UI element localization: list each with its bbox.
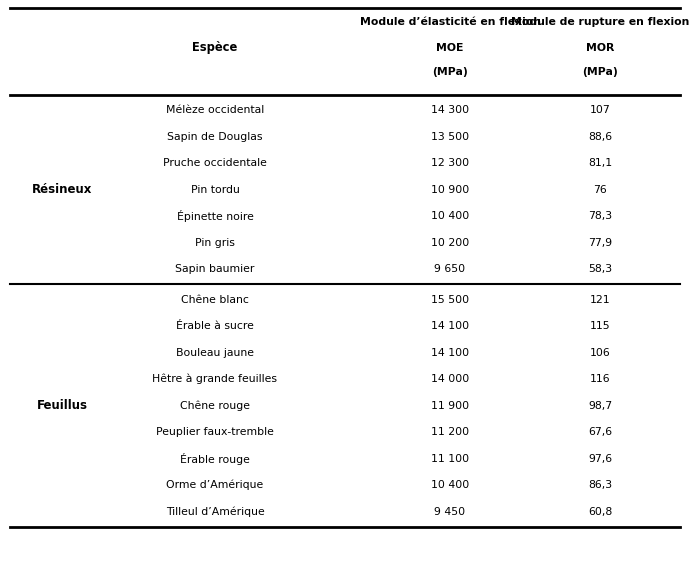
Text: Érable à sucre: Érable à sucre xyxy=(176,321,254,331)
Text: 15 500: 15 500 xyxy=(431,295,469,305)
Text: Espèce: Espèce xyxy=(192,42,238,55)
Text: 14 000: 14 000 xyxy=(431,375,469,384)
Text: 106: 106 xyxy=(590,348,610,357)
Text: 81,1: 81,1 xyxy=(588,158,612,168)
Text: (MPa): (MPa) xyxy=(432,67,468,77)
Text: 14 300: 14 300 xyxy=(431,105,469,115)
Text: 60,8: 60,8 xyxy=(588,507,612,517)
Text: Orme d’Amérique: Orme d’Amérique xyxy=(166,480,264,491)
Text: Module d’élasticité en flexion: Module d’élasticité en flexion xyxy=(360,17,540,27)
Text: 9 650: 9 650 xyxy=(435,264,466,274)
Text: 11 900: 11 900 xyxy=(431,401,469,411)
Text: Mélèze occidental: Mélèze occidental xyxy=(166,105,264,115)
Text: 76: 76 xyxy=(593,185,607,195)
Text: 88,6: 88,6 xyxy=(588,131,612,141)
Text: 78,3: 78,3 xyxy=(588,211,612,221)
Text: Résineux: Résineux xyxy=(32,183,92,196)
Text: 10 900: 10 900 xyxy=(431,185,469,195)
Text: 86,3: 86,3 xyxy=(588,480,612,490)
Text: Module de rupture en flexion: Module de rupture en flexion xyxy=(511,17,689,27)
Text: Bouleau jaune: Bouleau jaune xyxy=(176,348,254,357)
Text: (MPa): (MPa) xyxy=(582,67,618,77)
Text: Tilleul d’Amérique: Tilleul d’Amérique xyxy=(165,507,265,517)
Text: 10 400: 10 400 xyxy=(431,480,469,490)
Text: 14 100: 14 100 xyxy=(431,348,469,357)
Text: Chêne blanc: Chêne blanc xyxy=(181,295,249,305)
Text: Sapin baumier: Sapin baumier xyxy=(175,264,255,274)
Text: Hêtre à grande feuilles: Hêtre à grande feuilles xyxy=(152,374,278,384)
Text: 98,7: 98,7 xyxy=(588,401,612,411)
Text: Pin gris: Pin gris xyxy=(195,238,235,248)
Text: 116: 116 xyxy=(590,375,610,384)
Text: MOR: MOR xyxy=(586,43,614,53)
Text: 12 300: 12 300 xyxy=(431,158,469,168)
Text: Érable rouge: Érable rouge xyxy=(180,453,250,465)
Text: 9 450: 9 450 xyxy=(435,507,466,517)
Text: 67,6: 67,6 xyxy=(588,427,612,437)
Text: 115: 115 xyxy=(590,321,610,331)
Text: 10 200: 10 200 xyxy=(431,238,469,248)
Text: 107: 107 xyxy=(590,105,610,115)
Text: Pin tordu: Pin tordu xyxy=(191,185,240,195)
Text: 14 100: 14 100 xyxy=(431,321,469,331)
Text: 77,9: 77,9 xyxy=(588,238,612,248)
Text: 11 200: 11 200 xyxy=(431,427,469,437)
Text: 121: 121 xyxy=(590,295,610,305)
Text: 97,6: 97,6 xyxy=(588,454,612,464)
Text: Chêne rouge: Chêne rouge xyxy=(180,400,250,411)
Text: Épinette noire: Épinette noire xyxy=(176,210,254,222)
Text: Feuillus: Feuillus xyxy=(37,399,88,412)
Text: 58,3: 58,3 xyxy=(588,264,612,274)
Text: 13 500: 13 500 xyxy=(431,131,469,141)
Text: Peuplier faux-tremble: Peuplier faux-tremble xyxy=(156,427,274,437)
Text: 10 400: 10 400 xyxy=(431,211,469,221)
Text: Sapin de Douglas: Sapin de Douglas xyxy=(167,131,263,141)
Text: MOE: MOE xyxy=(436,43,464,53)
Text: 11 100: 11 100 xyxy=(431,454,469,464)
Text: Pruche occidentale: Pruche occidentale xyxy=(163,158,267,168)
